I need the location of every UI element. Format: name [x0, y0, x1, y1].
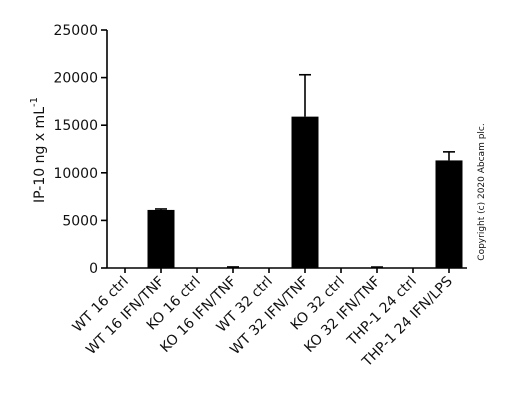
y-tick-label: 0 [89, 261, 98, 277]
bar [183, 268, 211, 269]
y-tick-label: 20000 [53, 71, 98, 87]
y-axis-label-text: IP-10 ng x mL [32, 107, 48, 203]
y-axis-label: IP-10 ng x mL-1 [29, 97, 48, 203]
copyright-note: Copyright (c) 2020 Abcam plc. [477, 123, 487, 260]
bar [399, 268, 427, 269]
bar [291, 116, 319, 268]
y-tick-label: 15000 [53, 118, 98, 134]
bar [255, 268, 283, 269]
y-axis-label-superscript: -1 [29, 97, 40, 107]
y-tick-label: 5000 [62, 213, 98, 229]
bar [111, 268, 139, 269]
y-tick-label: 10000 [53, 166, 98, 182]
bar [219, 267, 247, 269]
bar [147, 209, 175, 268]
bar [327, 268, 355, 269]
bar [435, 160, 463, 268]
y-tick-label: 25000 [53, 23, 98, 39]
